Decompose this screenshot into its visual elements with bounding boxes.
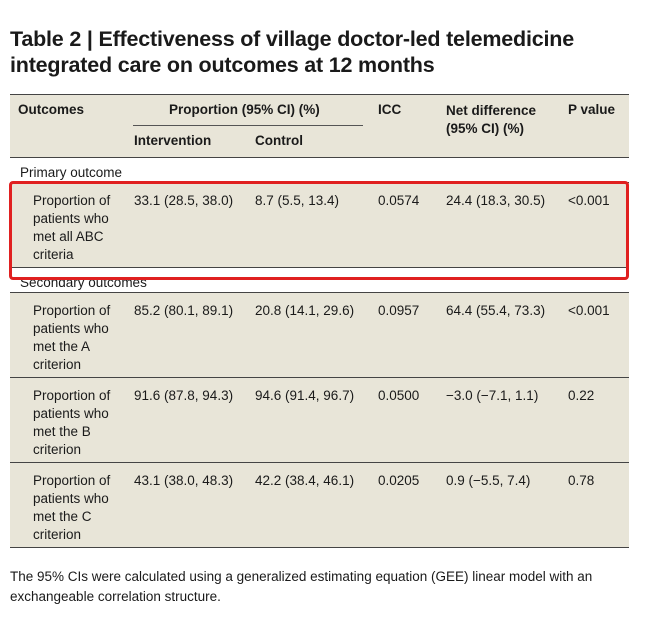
cell-outcome: Proportion of patients who met the C cri… (33, 473, 111, 542)
cell-outcome: Proportion of patients who met the B cri… (33, 388, 111, 457)
cell-control: 94.6 (91.4, 96.7) (255, 388, 355, 403)
cell-outcome: Proportion of patients who met the A cri… (33, 303, 111, 372)
cell-p-value: 0.22 (568, 388, 595, 403)
cell-intervention: 33.1 (28.5, 38.0) (134, 193, 234, 208)
table-row: Proportion of patients who met the C cri… (10, 462, 629, 548)
table-title: Table 2 | Effectiveness of village docto… (10, 27, 574, 77)
results-table: Outcomes Proportion (95% CI) (%) Interve… (10, 94, 629, 548)
cell-p-value: <0.001 (568, 303, 610, 318)
cell-icc: 0.0574 (378, 193, 420, 208)
cell-icc: 0.0500 (378, 388, 420, 403)
header-proportion-rule (133, 125, 363, 126)
table-row: Proportion of patients who met the B cri… (10, 377, 629, 462)
cell-net-difference: 0.9 (−5.5, 7.4) (446, 473, 531, 488)
table-header: Outcomes Proportion (95% CI) (%) Interve… (10, 94, 629, 158)
cell-net-difference: 24.4 (18.3, 30.5) (446, 193, 546, 208)
cell-intervention: 43.1 (38.0, 48.3) (134, 473, 234, 488)
section-primary-label: Primary outcome (10, 158, 629, 182)
cell-p-value: <0.001 (568, 193, 610, 208)
cell-p-value: 0.78 (568, 473, 595, 488)
table-row: Proportion of patients who met all ABC c… (10, 182, 629, 267)
cell-outcome: Proportion of patients who met all ABC c… (33, 193, 111, 262)
cell-net-difference: 64.4 (55.4, 73.3) (446, 303, 546, 318)
cell-intervention: 91.6 (87.8, 94.3) (134, 388, 234, 403)
cell-control: 20.8 (14.1, 29.6) (255, 303, 355, 318)
cell-net-difference: −3.0 (−7.1, 1.1) (446, 388, 539, 403)
cell-control: 8.7 (5.5, 13.4) (255, 193, 340, 208)
header-proportion: Proportion (95% CI) (%) (169, 102, 320, 117)
table-row: Proportion of patients who met the A cri… (10, 292, 629, 377)
section-secondary-label: Secondary outcomes (10, 267, 629, 292)
cell-icc: 0.0205 (378, 473, 420, 488)
cell-intervention: 85.2 (80.1, 89.1) (134, 303, 234, 318)
header-p-value: P value (568, 102, 616, 117)
header-icc: ICC (378, 102, 402, 117)
cell-icc: 0.0957 (378, 303, 420, 318)
cell-control: 42.2 (38.4, 46.1) (255, 473, 355, 488)
header-net-difference: Net difference (95% CI) (%) (446, 103, 537, 136)
header-intervention: Intervention (134, 133, 212, 148)
header-control: Control (255, 133, 303, 148)
table-footnote: The 95% CIs were calculated using a gene… (10, 569, 593, 604)
header-outcomes: Outcomes (18, 102, 85, 117)
